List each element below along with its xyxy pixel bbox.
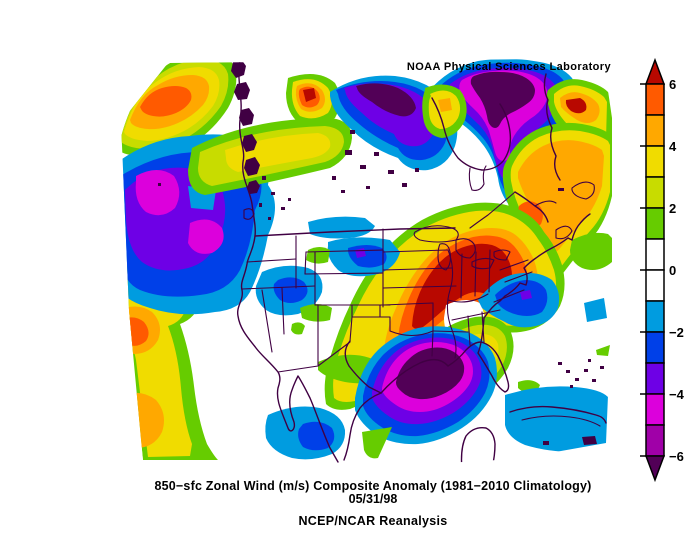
texas-outline [344,316,434,394]
colorbar-tick-labels: 6 4 2 0 −2 −4 −6 [669,77,685,464]
state-borders-east [432,249,533,359]
james-bay [468,165,487,191]
gulf-of-alaska-positive-anomaly [121,59,237,156]
northwest-canada-lakes [332,130,419,193]
mexico-green-triangle [362,427,392,459]
colorbar: 6 4 2 0 −2 −4 −6 [640,57,685,483]
st-lawrence-river [469,191,516,229]
coastlines-and-borders [231,59,607,467]
tick-label-6: 6 [669,77,676,92]
west-canada-positive-band [188,118,352,195]
tick-label-m2: −2 [669,325,684,340]
tick-label-m4: −4 [669,387,685,402]
alaska-panhandle [231,59,291,220]
state-borders-plains [351,249,457,337]
plot-title: 850−sfc Zonal Wind (m/s) Composite Anoma… [154,479,592,493]
yucatan-outline [460,426,496,467]
carolinas-negative-anomaly [478,272,560,328]
lab-credit: NOAA Physical Sciences Laboratory [406,61,611,73]
tick-label-m6: −6 [669,449,684,464]
cuba-negative-band [505,380,608,452]
yukon-positive-anomaly [286,74,340,126]
vancouver-island [243,208,255,220]
colorbar-arrow-bottom [644,455,666,483]
data-source: NCEP/NCAR Reanalysis [298,514,448,528]
tick-label-2: 2 [669,201,676,216]
atlantic-coast [483,213,591,319]
hudson-bay-outline [431,97,512,171]
hudson-west-positive-spot [422,84,467,138]
caribbean-islands [509,405,607,445]
plot-date: 05/31/98 [348,492,398,506]
tick-label-4: 4 [669,139,677,154]
montana-negative-band [308,216,375,239]
tick-label-0: 0 [669,263,676,278]
bahamas-specks [558,359,604,388]
us-canada-border [254,227,456,237]
state-borders-west [241,228,391,373]
atlantic-blue-patch [584,298,607,322]
mexico-gulf-coast [343,392,382,461]
colorbar-ticks [640,83,646,457]
map-contours [121,59,612,467]
gulf-coast-florida [380,317,510,394]
canadian-maritimes [514,73,595,240]
colorbar-arrow-top [644,57,666,85]
atlantic-green-sliver [596,345,610,356]
east-mexico-negative-anomaly [265,406,346,460]
hudson-bay-negative-anomaly [428,59,578,214]
